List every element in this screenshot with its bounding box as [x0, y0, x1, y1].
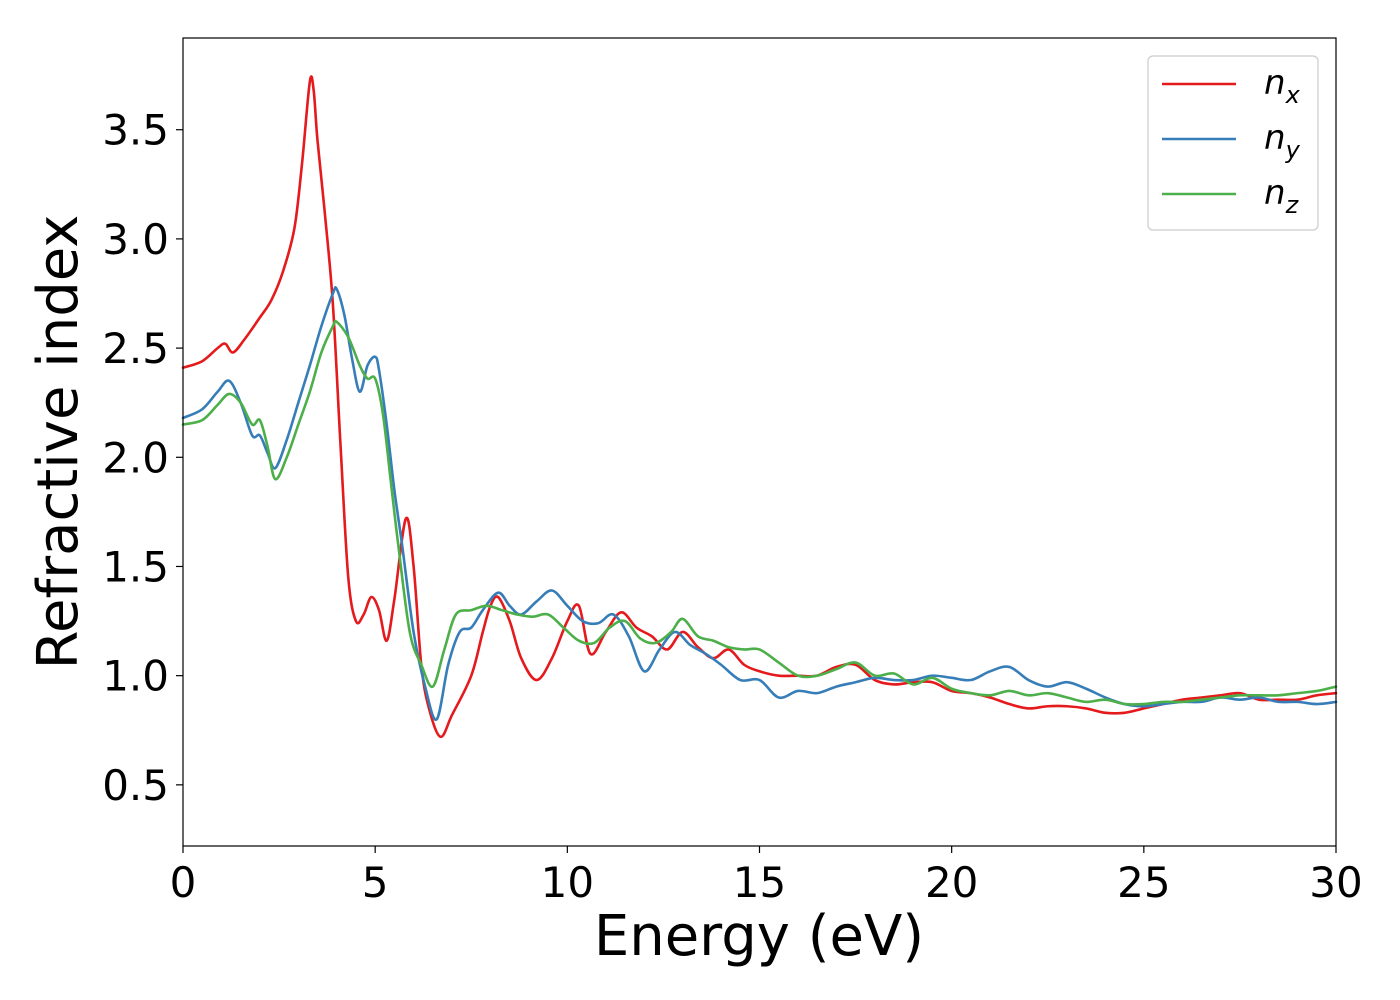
legend-label-subscript: x: [1285, 81, 1301, 109]
legend-label: nz: [1264, 173, 1300, 219]
x-tick-label: 15: [733, 858, 786, 907]
legend-label: nx: [1264, 63, 1301, 109]
y-tick-label: 1.5: [102, 542, 169, 591]
legend-label-subscript: z: [1285, 191, 1300, 219]
y-axis-title: Refractive index: [26, 215, 91, 670]
y-tick-label: 3.5: [102, 106, 169, 155]
x-tick-label: 5: [362, 858, 389, 907]
series-line-n-x: [181, 75, 1338, 739]
y-tick-label: 1.0: [102, 652, 169, 701]
legend-box: [1147, 55, 1319, 231]
y-tick-label: 3.0: [102, 215, 169, 264]
x-tick-label: 30: [1309, 858, 1362, 907]
y-axis-ticks: 0.5 1.0 1.5 2.0 2.5 3.0 3.5: [102, 106, 183, 810]
y-tick-label: 2.5: [102, 324, 169, 373]
legend-label-base: n: [1264, 63, 1286, 103]
series-line-n-y: [181, 285, 1338, 721]
legend-label-base: n: [1264, 118, 1286, 158]
legend-label-base: n: [1264, 173, 1286, 213]
series-layer: [181, 75, 1338, 739]
y-tick-label: 2.0: [102, 433, 169, 482]
legend-label: ny: [1264, 118, 1301, 164]
x-tick-label: 25: [1117, 858, 1170, 907]
x-tick-label: 20: [925, 858, 978, 907]
series-line-n-z: [181, 319, 1338, 706]
legend-label-subscript: y: [1285, 136, 1301, 164]
x-axis-title: Energy (eV): [594, 904, 924, 969]
y-tick-label: 0.5: [102, 761, 169, 810]
x-tick-label: 0: [170, 858, 197, 907]
x-tick-label: 10: [541, 858, 594, 907]
x-axis-ticks: 0 5 10 15 20 25 30: [170, 846, 1363, 907]
